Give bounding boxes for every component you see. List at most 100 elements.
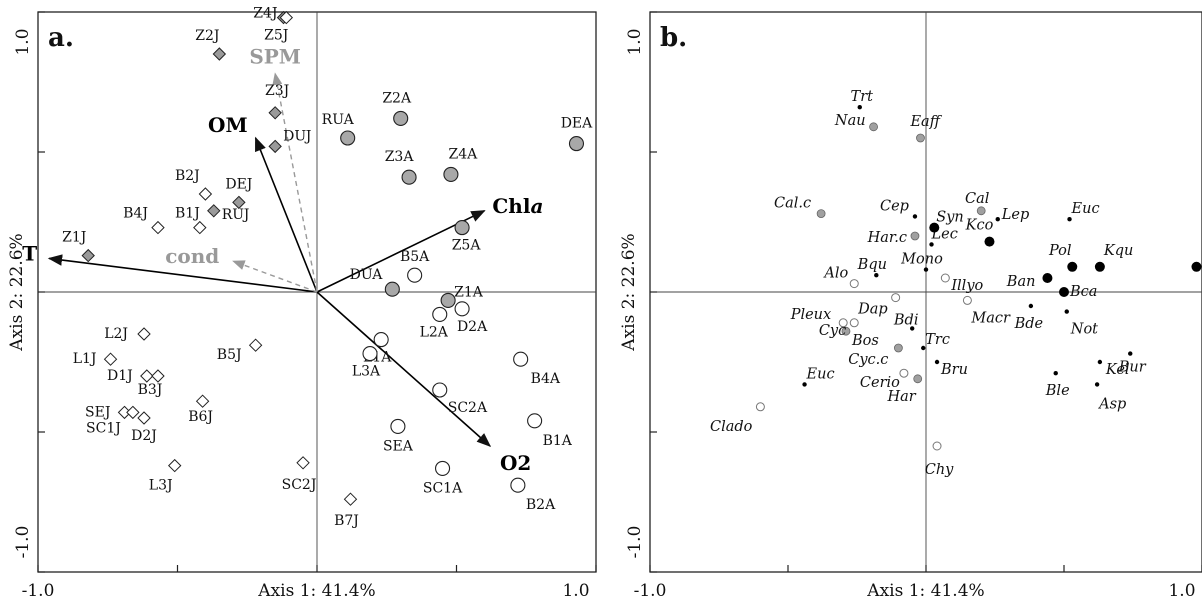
point-label-b5j: B5J bbox=[217, 347, 242, 363]
point-label-trc: Trc bbox=[925, 332, 950, 348]
point-eaff bbox=[916, 133, 925, 143]
point-label-l2j: L2J bbox=[104, 326, 128, 342]
point-label-cal-c: Cal.c bbox=[774, 196, 811, 212]
point-pleux bbox=[838, 318, 848, 328]
point-z5j bbox=[279, 10, 294, 25]
point-label-har-c: Har.c bbox=[867, 230, 907, 246]
point-d1j bbox=[140, 369, 154, 383]
point-z5a bbox=[454, 220, 470, 236]
point-label-sc1a: SC1A bbox=[423, 480, 463, 496]
point-asp bbox=[1094, 382, 1100, 387]
vector-label-o2: O2 bbox=[500, 451, 531, 475]
y-axis-title: Axis 2: 22.6% bbox=[619, 233, 639, 351]
point-label-ruj: RUJ bbox=[222, 207, 250, 223]
vector-arrow-spm bbox=[272, 72, 318, 293]
point-dua bbox=[384, 281, 400, 297]
point-label-dej: DEJ bbox=[225, 176, 252, 192]
point-d2j bbox=[137, 411, 151, 425]
y-tick-label: 1.0 bbox=[13, 28, 33, 55]
point-label-bur: Bur bbox=[1118, 360, 1147, 376]
point-label-euc: Euc bbox=[806, 366, 835, 382]
point-label-z2a: Z2A bbox=[382, 90, 412, 106]
point-sc1j bbox=[126, 405, 140, 420]
point-label-kel: Kel bbox=[1105, 362, 1130, 378]
panel-a: -1.0 1.0 1.0 -1.0 Axis 1: 41.4% Axis 2: 22.6%… bbox=[7, 6, 597, 601]
point-label-z1a: Z1A bbox=[454, 284, 484, 300]
point-label-z5j: Z5J bbox=[264, 28, 288, 44]
point-label-b3j: B3J bbox=[138, 382, 163, 398]
point-pol bbox=[1067, 261, 1078, 272]
point-label-dua: DUA bbox=[350, 267, 384, 283]
point-l1a bbox=[373, 332, 389, 348]
point-sc1a bbox=[434, 460, 451, 476]
point-bos bbox=[841, 326, 851, 336]
point-flo bbox=[1191, 261, 1202, 272]
point-label-macr: Macr bbox=[970, 310, 1011, 326]
point-label-cerio: Cerio bbox=[860, 375, 900, 391]
y-tick-label: -1.0 bbox=[625, 526, 645, 559]
point-b5j bbox=[248, 338, 263, 352]
point-label-bqu: Bqu bbox=[857, 257, 887, 273]
point-label-b7j: B7J bbox=[334, 513, 359, 529]
point-rua bbox=[340, 130, 356, 146]
point-z3j bbox=[268, 106, 282, 120]
x-axis-title: Axis 1: 41.4% bbox=[866, 581, 984, 601]
point-clado bbox=[755, 402, 765, 412]
point-cyc-c bbox=[894, 343, 903, 353]
point-euc bbox=[1067, 217, 1072, 222]
vector-label-om: OM bbox=[208, 113, 248, 137]
point-dej bbox=[232, 195, 246, 210]
point-b1a bbox=[527, 413, 543, 429]
point-label-b6j: B6J bbox=[188, 409, 213, 425]
point-cep bbox=[912, 214, 918, 219]
point-label-sc1j: SC1J bbox=[86, 420, 121, 436]
point-label-l3a: L3A bbox=[352, 364, 381, 380]
point-mono bbox=[923, 267, 929, 272]
point-z4a bbox=[443, 166, 459, 182]
point-label-lep: Lep bbox=[1001, 207, 1030, 223]
point-label-rua: RUA bbox=[322, 112, 355, 128]
point-label-z5a: Z5A bbox=[452, 238, 482, 254]
point-label-nau: Nau bbox=[834, 113, 866, 129]
point-label-har: Har bbox=[886, 389, 916, 405]
point-label-b2j: B2J bbox=[175, 168, 200, 184]
x-tick-label: -1.0 bbox=[22, 581, 55, 601]
point-alo bbox=[849, 279, 859, 289]
point-label-d2a: D2A bbox=[457, 319, 488, 335]
point-trt bbox=[857, 105, 862, 110]
point-dea bbox=[568, 136, 585, 152]
point-label-dap: Dap bbox=[857, 302, 888, 318]
point-z2j bbox=[212, 47, 227, 61]
point-label-kco: Kco bbox=[965, 218, 994, 234]
point-label-sc2j: SC2J bbox=[282, 477, 317, 493]
point-bdi bbox=[910, 326, 915, 331]
point-l2a bbox=[432, 306, 448, 322]
point-bca bbox=[1059, 287, 1069, 297]
panel-label: b. bbox=[660, 23, 687, 53]
point-z3a bbox=[401, 169, 417, 185]
point-label-b1a: B1A bbox=[543, 433, 573, 449]
point-bqu bbox=[874, 273, 879, 278]
point-label-b4j: B4J bbox=[123, 206, 148, 222]
x-tick-label: 1.0 bbox=[1168, 581, 1195, 601]
x-tick-label: 1.0 bbox=[562, 581, 589, 601]
point-label-clado: Clado bbox=[710, 419, 753, 435]
point-label-syn: Syn bbox=[936, 210, 963, 226]
point-kco bbox=[984, 236, 995, 247]
point-sc2a bbox=[432, 382, 448, 398]
point-label-d2j: D2J bbox=[131, 428, 157, 444]
point-l3a bbox=[362, 346, 378, 362]
point-label-z2j: Z2J bbox=[195, 28, 219, 44]
vector-arrow-t bbox=[47, 254, 318, 293]
point-label-b2a: B2A bbox=[526, 497, 556, 513]
point-label-l3j: L3J bbox=[149, 478, 173, 494]
point-har bbox=[913, 374, 923, 384]
point-syn bbox=[929, 222, 940, 233]
point-d2a bbox=[454, 301, 470, 317]
point-label-b5a: B5A bbox=[400, 249, 430, 265]
point-label-l1j: L1J bbox=[73, 351, 97, 367]
vector-arrow-om bbox=[254, 136, 318, 293]
point-label-sea: SEA bbox=[383, 438, 414, 454]
point-label-alo: Alo bbox=[822, 266, 848, 282]
